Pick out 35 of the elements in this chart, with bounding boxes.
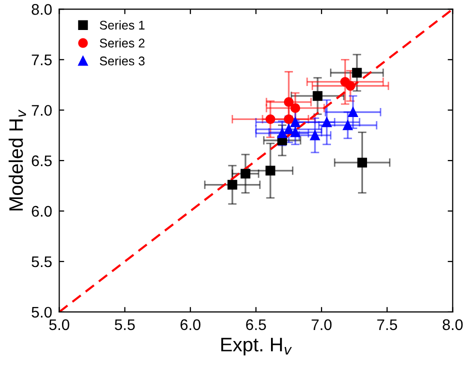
point bbox=[342, 120, 353, 130]
point bbox=[290, 103, 300, 113]
x-tick-label: 7.5 bbox=[377, 319, 398, 330]
y-tick-label: 5.5 bbox=[32, 256, 52, 268]
x-axis-title: Expt. H$_{v}$ bbox=[221, 338, 292, 356]
point bbox=[357, 158, 368, 168]
y-tick-label: 7.5 bbox=[32, 54, 52, 66]
point bbox=[346, 81, 356, 91]
point bbox=[352, 68, 362, 78]
point bbox=[284, 97, 294, 107]
x-tick-label: 6.0 bbox=[180, 319, 200, 330]
point bbox=[348, 107, 358, 117]
point bbox=[284, 124, 294, 134]
x-tick-label: 5.5 bbox=[114, 319, 135, 330]
point bbox=[266, 166, 276, 176]
point bbox=[277, 128, 288, 138]
x-tick-label: 6.5 bbox=[246, 319, 266, 330]
legend-label: Series 3 bbox=[100, 56, 145, 66]
point bbox=[240, 168, 250, 179]
point bbox=[310, 130, 320, 140]
x-tick-label: 7.0 bbox=[312, 319, 332, 330]
legend-label: Series 2 bbox=[100, 38, 144, 48]
legend-label: Series 1 bbox=[100, 20, 144, 30]
x-tick-label: 5.0 bbox=[49, 319, 70, 330]
point bbox=[322, 117, 332, 128]
point bbox=[266, 114, 276, 124]
y-tick-label: 8.0 bbox=[32, 4, 52, 15]
y-tick-label: 6.5 bbox=[32, 155, 52, 166]
y-axis-title: Modeled H$_{v}$ bbox=[8, 110, 26, 210]
y-tick-label: 5.0 bbox=[32, 306, 52, 318]
y-tick-label: 7.0 bbox=[32, 104, 52, 116]
point bbox=[312, 91, 322, 101]
point bbox=[227, 180, 238, 190]
y-tick-label: 6.0 bbox=[32, 206, 52, 217]
x-tick-label: 8.0 bbox=[442, 319, 463, 330]
